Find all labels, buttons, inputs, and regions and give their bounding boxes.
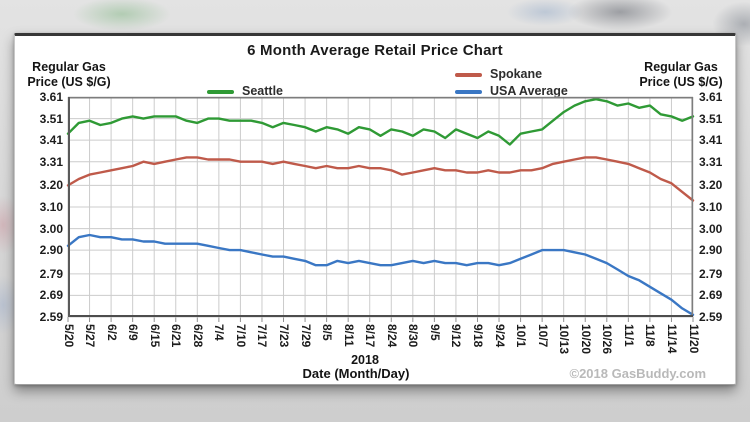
y-tick-label-left: 2.69 bbox=[39, 288, 63, 303]
x-tick-label: 9/18 bbox=[470, 324, 485, 348]
x-tick-label: 6/21 bbox=[169, 324, 184, 348]
legend-label-spokane: Spokane bbox=[490, 67, 543, 81]
x-tick-label: 6/2 bbox=[104, 324, 119, 341]
spokane-line-swatch bbox=[455, 73, 482, 77]
y-tick-label-right: 3.41 bbox=[699, 133, 723, 148]
x-tick-label: 7/10 bbox=[233, 324, 248, 348]
y-axis-title-right-line2: Price (US $/G) bbox=[639, 75, 723, 89]
chart-title: 6 Month Average Retail Price Chart bbox=[247, 42, 503, 59]
x-tick-label: 7/29 bbox=[298, 324, 313, 348]
y-tick-label-left: 2.79 bbox=[39, 266, 63, 281]
y-tick-label-right: 3.61 bbox=[699, 90, 723, 104]
y-axis-title-left-line1: Regular Gas bbox=[32, 60, 106, 74]
y-tick-label-left: 3.20 bbox=[39, 178, 63, 193]
x-tick-label: 8/30 bbox=[406, 324, 421, 348]
y-tick-label-left: 2.90 bbox=[39, 243, 63, 258]
seattle-line-swatch bbox=[207, 90, 234, 94]
copyright-text: ©2018 GasBuddy.com bbox=[569, 366, 707, 381]
chart-card: 6 Month Average Retail Price Chart Regul… bbox=[14, 33, 736, 385]
y-tick-label-right: 3.10 bbox=[699, 200, 723, 214]
x-tick-label: 8/11 bbox=[341, 324, 356, 347]
y-axis-title-left-line2: Price (US $/G) bbox=[27, 75, 111, 89]
x-tick-label: 11/14 bbox=[664, 324, 679, 354]
x-tick-label: 11/1 bbox=[621, 324, 636, 347]
x-tick-label: 10/1 bbox=[514, 324, 529, 348]
series-line-usa-average bbox=[66, 233, 695, 317]
y-tick-label-right: 2.69 bbox=[699, 288, 723, 303]
y-tick-label-left: 3.31 bbox=[39, 154, 63, 169]
x-tick-label: 5/20 bbox=[61, 324, 76, 348]
x-axis-title: Date (Month/Day) bbox=[302, 366, 410, 381]
x-tick-label: 10/7 bbox=[535, 324, 550, 348]
x-tick-label: 6/15 bbox=[147, 324, 162, 348]
y-axis-title-right-line1: Regular Gas bbox=[644, 60, 718, 74]
y-tick-label-left: 3.61 bbox=[39, 90, 63, 104]
y-tick-label-left: 3.41 bbox=[39, 133, 63, 148]
y-tick-label-right: 2.90 bbox=[699, 243, 723, 258]
legend-label-seattle: Seattle bbox=[242, 84, 283, 98]
usa-average-line-swatch bbox=[455, 90, 482, 94]
x-tick-label: 6/9 bbox=[126, 324, 141, 341]
x-tick-label: 11/8 bbox=[643, 324, 658, 347]
series-line-spokane bbox=[66, 156, 695, 202]
x-tick-label: 10/13 bbox=[557, 324, 572, 355]
y-axis-title-right: Regular Gas Price (US $/G) bbox=[631, 60, 731, 90]
plot-svg bbox=[66, 96, 695, 322]
x-tick-label: 10/26 bbox=[600, 324, 615, 355]
x-tick-label: 9/24 bbox=[492, 324, 507, 348]
y-tick-label-right: 3.51 bbox=[699, 111, 723, 126]
y-tick-label-left: 2.59 bbox=[39, 310, 63, 324]
y-tick-label-left: 3.51 bbox=[39, 111, 63, 126]
x-tick-label: 8/24 bbox=[384, 324, 399, 348]
y-tick-label-left: 3.00 bbox=[39, 221, 63, 236]
x-tick-label: 8/5 bbox=[320, 324, 335, 341]
y-tick-label-right: 3.20 bbox=[699, 178, 723, 193]
x-tick-label: 9/12 bbox=[449, 324, 464, 348]
x-tick-label: 5/27 bbox=[83, 324, 98, 348]
x-tick-label: 7/23 bbox=[277, 324, 292, 348]
y-tick-label-right: 2.79 bbox=[699, 266, 723, 281]
x-axis-year-label: 2018 bbox=[351, 353, 379, 367]
x-tick-label: 7/4 bbox=[212, 324, 227, 341]
x-tick-label: 7/17 bbox=[255, 324, 270, 348]
x-tick-label: 6/28 bbox=[190, 324, 205, 348]
x-tick-label: 9/5 bbox=[427, 324, 442, 341]
series-line-seattle bbox=[66, 98, 695, 146]
y-tick-label-left: 3.10 bbox=[39, 200, 63, 214]
x-tick-label: 8/17 bbox=[363, 324, 378, 348]
y-tick-label-right: 3.31 bbox=[699, 154, 723, 169]
y-axis-title-left: Regular Gas Price (US $/G) bbox=[19, 60, 119, 90]
x-tick-label: 11/20 bbox=[686, 324, 701, 354]
y-tick-label-right: 3.00 bbox=[699, 221, 723, 236]
x-tick-label: 10/20 bbox=[578, 324, 593, 355]
legend-label-usa-average: USA Average bbox=[490, 84, 568, 98]
plot-area bbox=[66, 96, 695, 322]
y-tick-label-right: 2.59 bbox=[699, 310, 723, 324]
